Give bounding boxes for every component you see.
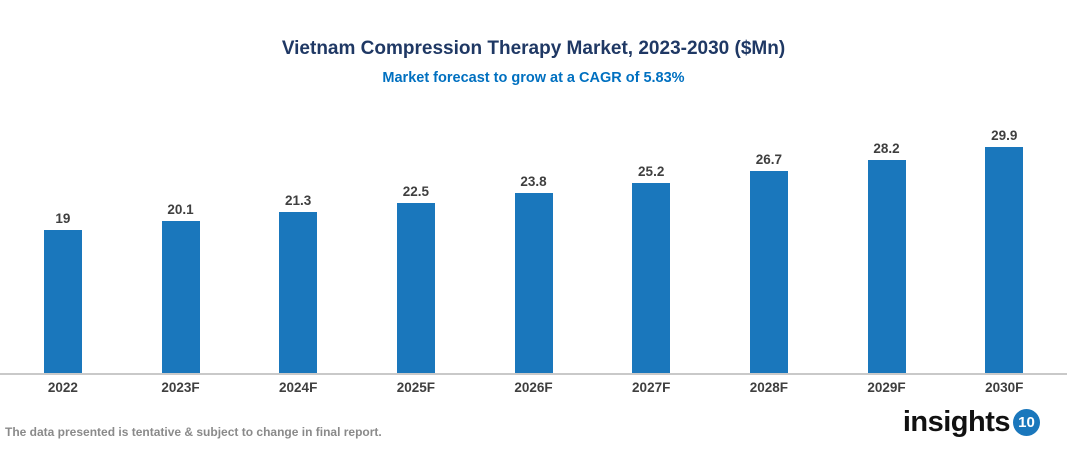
bar [985,147,1024,373]
bar-value-label: 20.1 [167,202,194,217]
bar-column: 22.5 [357,184,475,373]
bar-column: 21.3 [239,193,357,373]
logo-badge-circle: 10 [1013,409,1040,436]
bar [632,183,671,373]
x-axis-line [0,373,1067,375]
bar [867,160,906,373]
bar-value-label: 22.5 [402,184,429,199]
x-axis-label: 2030F [985,380,1024,395]
bar-value-label: 23.8 [520,174,547,189]
bar-value-label: 28.2 [873,141,900,156]
bar-column: 29.9 [945,128,1063,373]
disclaimer-text: The data presented is tentative & subjec… [5,425,382,439]
bar-value-label: 29.9 [991,128,1018,143]
bar-value-label: 25.2 [638,164,665,179]
bar [396,203,435,373]
x-axis-label: 2026F [514,380,553,395]
x-axis-label: 2024F [279,380,318,395]
insights10-logo: insights 10 [903,406,1040,439]
bar-value-label: 26.7 [755,152,782,167]
bar-column: 26.7 [710,152,828,373]
logo-wordmark: insights [902,406,1011,438]
bar-value-label: 21.3 [285,193,312,208]
bar [749,171,788,373]
x-axis-label: 2029F [867,380,906,395]
bar [514,193,553,373]
bar-column: 23.8 [475,174,593,373]
bar-column: 20.1 [122,202,240,373]
x-axis-labels: 2022 2023F 2024F 2025F 2026F 2027F 2028F 2029F 2… [4,380,1063,395]
x-axis-label: 2027F [632,380,671,395]
chart-title: Vietnam Compression Therapy Market, 2023… [281,38,786,59]
x-axis-label: 2025F [396,380,435,395]
x-axis-label: 2022 [47,380,78,395]
bar [279,212,318,373]
bar-column: 28.2 [828,141,946,373]
bar-column: 25.2 [592,164,710,373]
bar [161,221,200,373]
bar [43,230,82,373]
bar-value-label: 19 [55,211,71,226]
plot-area: 19 20.1 21.3 22.5 23.8 25.2 26.7 28.2 29.9 [4,119,1063,373]
x-axis-label: 2023F [161,380,200,395]
x-axis-label: 2028F [749,380,788,395]
chart-subtitle: Market forecast to grow at a CAGR of 5.8… [382,70,685,86]
bar-column: 19 [4,211,122,373]
